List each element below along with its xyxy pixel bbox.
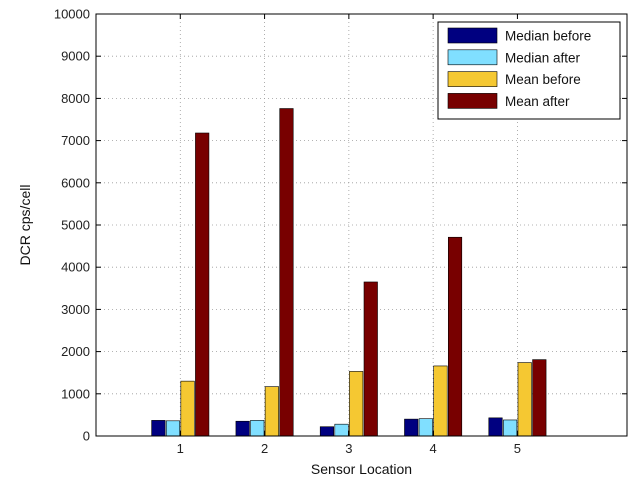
bar [488,417,503,437]
y-axis-title: DCR cps/cell [17,185,33,266]
y-tick-label: 10000 [54,7,90,22]
y-tick-label: 8000 [61,91,90,106]
bar [404,418,419,437]
bar [195,132,210,437]
x-tick-label: 4 [430,441,437,456]
bar [503,419,518,437]
y-tick-label: 1000 [61,386,90,401]
bar [334,423,349,437]
y-tick-label: 2000 [61,344,90,359]
bar [180,380,195,437]
legend-label: Median after [505,50,581,65]
y-tick-label: 7000 [61,133,90,148]
legend-label: Mean after [505,94,570,109]
legend-swatch [447,27,498,44]
legend-swatch [447,71,498,87]
bar [165,420,181,437]
y-tick-label: 5000 [61,218,90,233]
bar [250,420,265,437]
x-tick-label: 2 [261,441,268,456]
y-tick-label: 6000 [61,175,90,190]
x-tick-label: 3 [345,441,352,456]
legend-swatch [447,93,498,109]
axis-ticks: 0 1000 2000 3000 4000 5000 6000 7000 8000 9000 100… [54,7,627,456]
bar [447,236,463,437]
y-tick-label: 3000 [61,302,90,317]
y-tick-label: 4000 [61,260,90,275]
x-axis-title: Sensor Location [311,461,412,477]
bar [235,420,250,437]
legend-label: Median before [505,29,591,44]
bar [151,420,166,437]
bar [517,362,532,437]
legend-swatch [447,49,498,66]
bar [279,108,294,437]
bar [349,371,364,437]
bar [319,426,335,437]
bar [532,359,547,437]
bar [363,281,378,437]
x-tick-label: 5 [514,441,521,456]
legend: Median before Median after Mean before Mean… [437,21,621,120]
bars [151,108,547,437]
bar [433,365,448,437]
y-tick-label: 9000 [61,49,90,64]
bar [418,418,433,437]
legend-label: Mean before [505,72,581,87]
bar [264,386,279,437]
x-tick-label: 1 [177,441,184,456]
y-tick-label: 0 [83,429,90,444]
